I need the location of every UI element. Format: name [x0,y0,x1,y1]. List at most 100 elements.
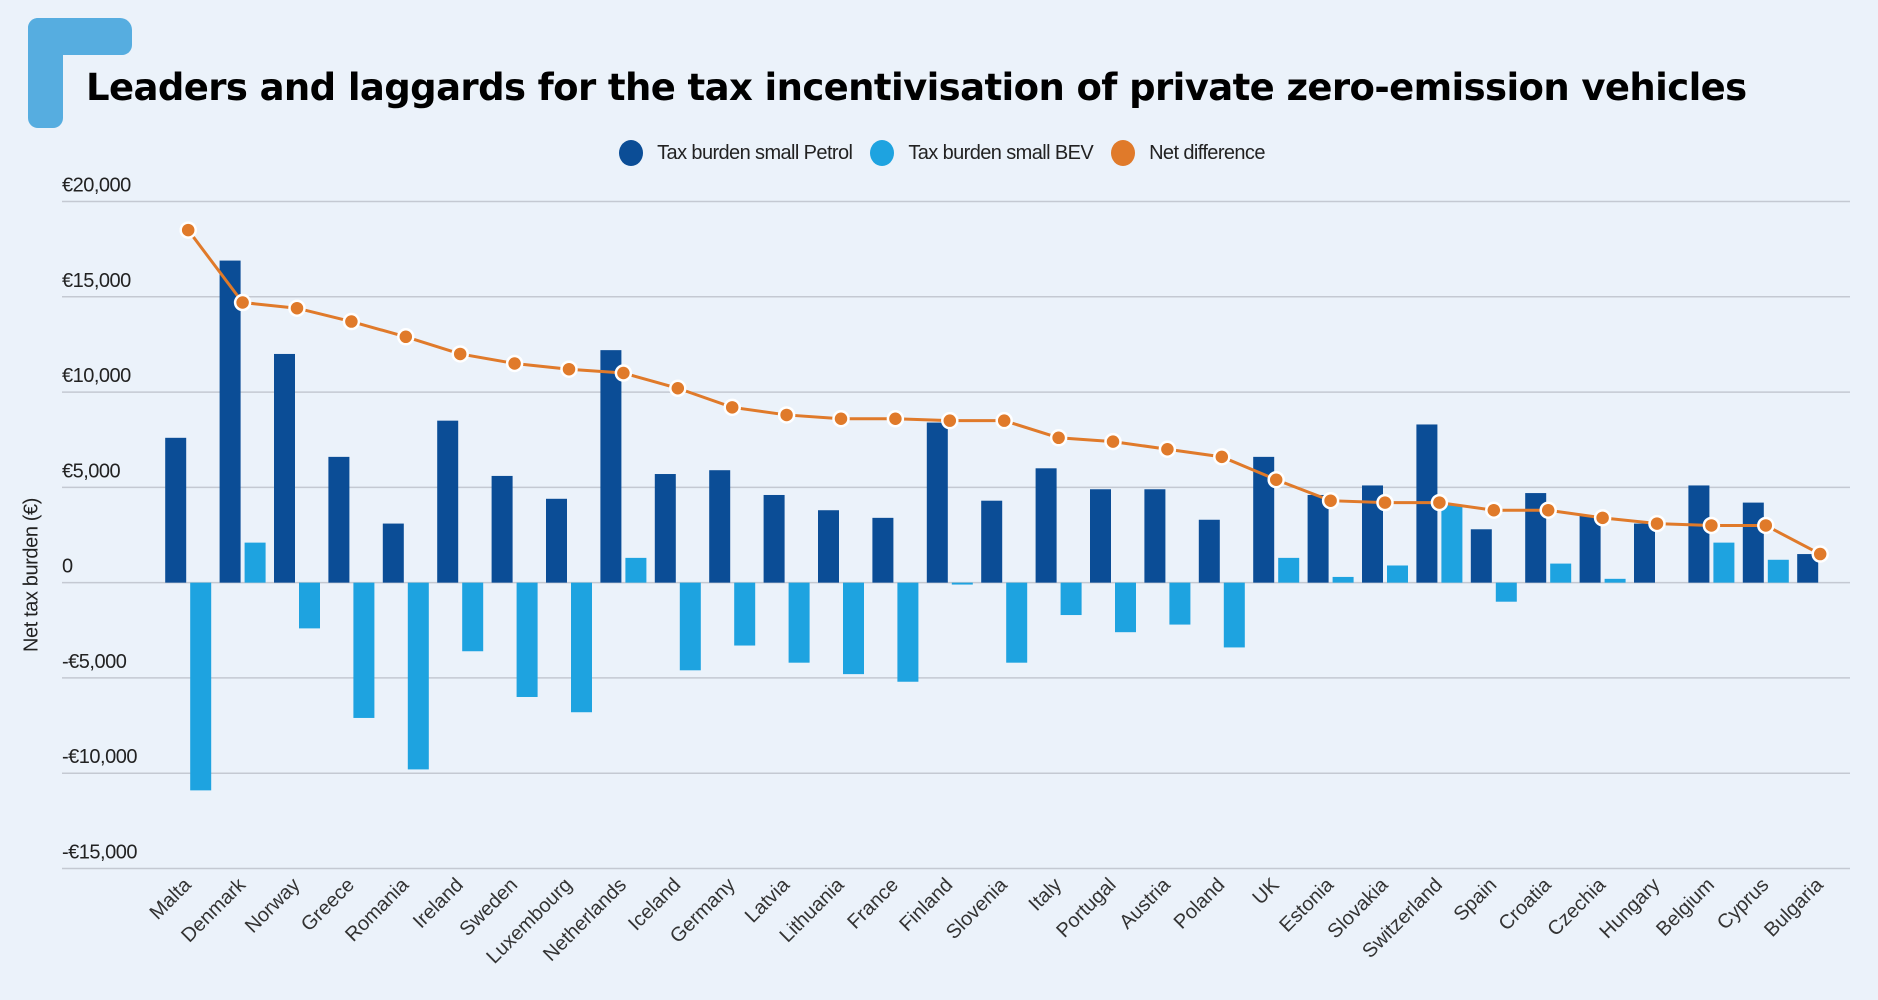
bar-bev-ireland[interactable] [462,582,484,652]
net-difference-point-portugal[interactable] [1104,432,1122,451]
x-tick-label: Poland [1170,874,1230,934]
net-difference-point-germany[interactable] [723,398,741,417]
net-difference-point-belgium[interactable] [1702,516,1721,535]
legend-item-bev[interactable]: Tax burden small BEV [870,140,1094,166]
net-difference-point-ireland[interactable] [451,345,469,363]
y-tick-label: €5,000 [62,460,121,482]
bar-bev-netherlands[interactable] [625,557,647,583]
bar-petrol-uk[interactable] [1253,456,1275,583]
net-difference-point-slovakia[interactable] [1376,493,1394,512]
bar-bev-denmark[interactable] [244,542,266,583]
bar-petrol-cyprus[interactable] [1742,502,1764,583]
bar-petrol-latvia[interactable] [763,494,785,583]
net-difference-point-switzerland[interactable] [1430,493,1449,512]
net-difference-point-bulgaria[interactable] [1811,545,1829,563]
bar-petrol-poland[interactable] [1198,519,1220,583]
bar-petrol-iceland[interactable] [654,474,676,583]
net-difference-point-netherlands[interactable] [614,364,633,382]
bar-bev-romania[interactable] [407,582,429,770]
bar-petrol-norway[interactable] [274,353,295,583]
bar-bev-belgium[interactable] [1713,542,1735,583]
bar-petrol-netherlands[interactable] [600,350,622,583]
bar-bev-cyprus[interactable] [1767,559,1789,583]
bar-bev-italy[interactable] [1060,582,1082,616]
bar-bev-finland[interactable] [951,582,973,585]
bar-bev-spain[interactable] [1495,582,1517,602]
net-difference-point-sweden[interactable] [505,354,524,373]
net-difference-point-iceland[interactable] [669,379,687,398]
net-difference-point-denmark[interactable] [233,293,252,312]
net-difference-point-hungary[interactable] [1648,514,1666,533]
bar-bev-portugal[interactable] [1115,582,1136,633]
bar-petrol-austria[interactable] [1144,489,1166,583]
net-difference-point-spain[interactable] [1485,501,1503,519]
bar-petrol-sweden[interactable] [491,475,513,583]
net-difference-point-greece[interactable] [342,312,361,331]
bar-bev-estonia[interactable] [1332,576,1354,583]
net-difference-point-italy[interactable] [1049,429,1068,447]
net-difference-point-finland[interactable] [941,411,959,430]
bar-bev-sweden[interactable] [516,582,538,697]
bar-bev-iceland[interactable] [679,582,701,671]
bar-bev-latvia[interactable] [788,582,810,663]
bar-petrol-czechia[interactable] [1579,515,1601,583]
bar-bev-norway[interactable] [299,582,320,629]
bar-petrol-bulgaria[interactable] [1797,554,1819,583]
bar-bev-malta[interactable] [190,582,212,791]
bar-petrol-malta[interactable] [165,437,187,583]
bar-bev-slovakia[interactable] [1387,565,1408,583]
bar-petrol-hungary[interactable] [1634,523,1655,583]
bar-petrol-croatia[interactable] [1525,493,1547,583]
net-difference-point-uk[interactable] [1267,470,1285,489]
bar-petrol-lithuania[interactable] [818,510,839,583]
bar-petrol-denmark[interactable] [219,260,241,583]
bar-bev-switzerland[interactable] [1441,504,1463,583]
net-difference-point-latvia[interactable] [777,406,796,424]
bar-petrol-ireland[interactable] [437,420,459,583]
net-difference-points [179,221,1829,563]
bar-petrol-belgium[interactable] [1688,485,1710,583]
y-tick-label: €15,000 [62,270,131,292]
net-difference-point-estonia[interactable] [1321,491,1340,510]
bar-petrol-slovakia[interactable] [1362,485,1383,583]
net-difference-point-malta[interactable] [179,221,197,239]
net-difference-point-france[interactable] [886,410,905,428]
net-difference-point-poland[interactable] [1213,448,1231,466]
bar-petrol-france[interactable] [872,517,894,583]
bar-bev-croatia[interactable] [1550,563,1572,583]
net-difference-point-slovenia[interactable] [995,411,1013,430]
bar-petrol-slovenia[interactable] [981,500,1003,583]
bar-bev-greece[interactable] [353,582,375,718]
net-difference-point-czechia[interactable] [1593,509,1612,527]
bar-petrol-romania[interactable] [382,523,404,583]
bar-petrol-italy[interactable] [1035,468,1057,583]
y-tick-label: €20,000 [62,175,131,197]
bar-bev-lithuania[interactable] [843,582,864,675]
bar-bev-austria[interactable] [1169,582,1191,625]
bar-bev-slovenia[interactable] [1006,582,1028,663]
legend-item-petrol[interactable]: Tax burden small Petrol [619,140,853,166]
bar-bev-luxembourg[interactable] [571,582,592,713]
bar-petrol-estonia[interactable] [1307,494,1329,583]
net-difference-point-lithuania[interactable] [832,410,850,428]
net-difference-point-norway[interactable] [288,299,306,317]
bar-petrol-spain[interactable] [1470,529,1492,583]
bar-petrol-greece[interactable] [328,456,350,583]
bar-petrol-finland[interactable] [926,422,948,583]
bar-bev-germany[interactable] [734,582,756,646]
legend-label-petrol: Tax burden small Petrol [657,141,853,164]
bar-bev-uk[interactable] [1278,557,1300,583]
net-difference-point-cyprus[interactable] [1757,516,1775,535]
net-difference-point-croatia[interactable] [1539,501,1557,519]
bar-bev-poland[interactable] [1223,582,1245,648]
net-difference-point-romania[interactable] [397,328,415,346]
bar-bev-france[interactable] [897,582,919,682]
net-difference-point-austria[interactable] [1158,440,1177,458]
bar-petrol-portugal[interactable] [1090,489,1111,583]
x-tick-label: Spain [1450,874,1502,926]
bar-bev-czechia[interactable] [1604,578,1626,583]
legend-item-net-difference[interactable]: Net difference [1111,140,1265,166]
bar-petrol-luxembourg[interactable] [546,498,567,583]
net-difference-point-luxembourg[interactable] [560,360,578,378]
bar-petrol-germany[interactable] [709,470,731,583]
